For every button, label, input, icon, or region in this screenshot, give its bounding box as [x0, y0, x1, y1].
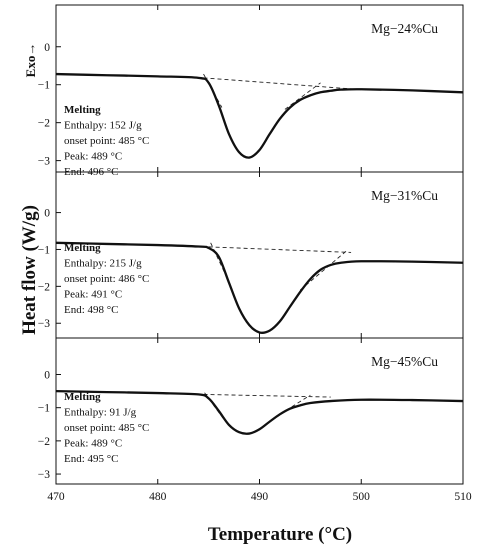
- annotation-end: End: 495 °C: [64, 453, 119, 465]
- y-tick-label: −2: [38, 281, 50, 293]
- annotation-peak: Peak: 489 °C: [64, 151, 122, 163]
- annotation-end: End: 498 °C: [64, 304, 119, 316]
- y-tick-label: 0: [44, 370, 50, 382]
- annotation-heading: Melting: [64, 391, 101, 403]
- baseline-dashed: [203, 77, 362, 91]
- dsc-curve: [55, 241, 464, 334]
- panel-2: 0 −1 −2 −3 Mg−31%Cu Melting Enthalpy: 215 J/g o…: [38, 171, 464, 339]
- x-tick-label: 480: [149, 491, 167, 503]
- panels: 0 −1 −2 −3 Mg−24%Cu Melting Enthalpy: 152 J/g o…: [38, 4, 464, 485]
- panel-title: Mg−31%Cu: [371, 188, 438, 203]
- end-tangent: [279, 394, 311, 415]
- annotation-heading: Melting: [64, 104, 101, 116]
- annotation-peak: Peak: 491 °C: [64, 289, 122, 301]
- y-tick-label: −1: [38, 80, 50, 92]
- annotation-heading: Melting: [64, 242, 101, 254]
- y-tick-label: −1: [38, 244, 50, 256]
- x-tick-label: 500: [353, 491, 371, 503]
- exo-label: Exo→: [23, 43, 38, 78]
- y-tick-label: −2: [38, 436, 50, 448]
- annotation-onset: onset point: 485 °C: [64, 135, 149, 147]
- annotation-onset: onset point: 486 °C: [64, 273, 149, 285]
- y-tick-label: −1: [38, 403, 50, 415]
- annotation-onset: onset point: 485 °C: [64, 422, 149, 434]
- annotation-peak: Peak: 489 °C: [64, 438, 122, 450]
- y-tick-label: −3: [38, 156, 50, 168]
- y-tick-label: −2: [38, 118, 50, 130]
- dsc-curve: [55, 389, 464, 435]
- end-tangent: [284, 82, 321, 110]
- baseline-dashed: [208, 246, 352, 253]
- dsc-curve: [55, 72, 464, 159]
- y-tick-label: −3: [38, 469, 50, 481]
- y-tick-label: 0: [44, 208, 50, 220]
- y-tick-label: −3: [38, 318, 50, 330]
- baseline-dashed: [203, 393, 331, 398]
- x-tick-label: 490: [251, 491, 269, 503]
- y-tick-label: 0: [44, 42, 50, 54]
- panel-title: Mg−45%Cu: [371, 354, 438, 369]
- panel-3: 0 −1 −2 −3 Mg−45%Cu Melting Enthalpy: 91 J/g on…: [38, 337, 464, 485]
- annotation-enthalpy: Enthalpy: 152 J/g: [64, 120, 142, 132]
- annotation-enthalpy: Enthalpy: 215 J/g: [64, 258, 142, 270]
- x-axis: 470 480 490 500 510: [47, 491, 472, 503]
- annotation-enthalpy: Enthalpy: 91 J/g: [64, 407, 137, 419]
- panel-1: 0 −1 −2 −3 Mg−24%Cu Melting Enthalpy: 152 J/g o…: [38, 4, 464, 178]
- y-axis-title: Heat flow (W/g): [19, 205, 40, 335]
- onset-tangent: [203, 73, 223, 108]
- x-axis-title: Temperature (°C): [208, 524, 352, 545]
- x-tick-label: 470: [47, 491, 65, 503]
- x-tick-label: 510: [454, 491, 472, 503]
- panel-title: Mg−24%Cu: [371, 21, 438, 36]
